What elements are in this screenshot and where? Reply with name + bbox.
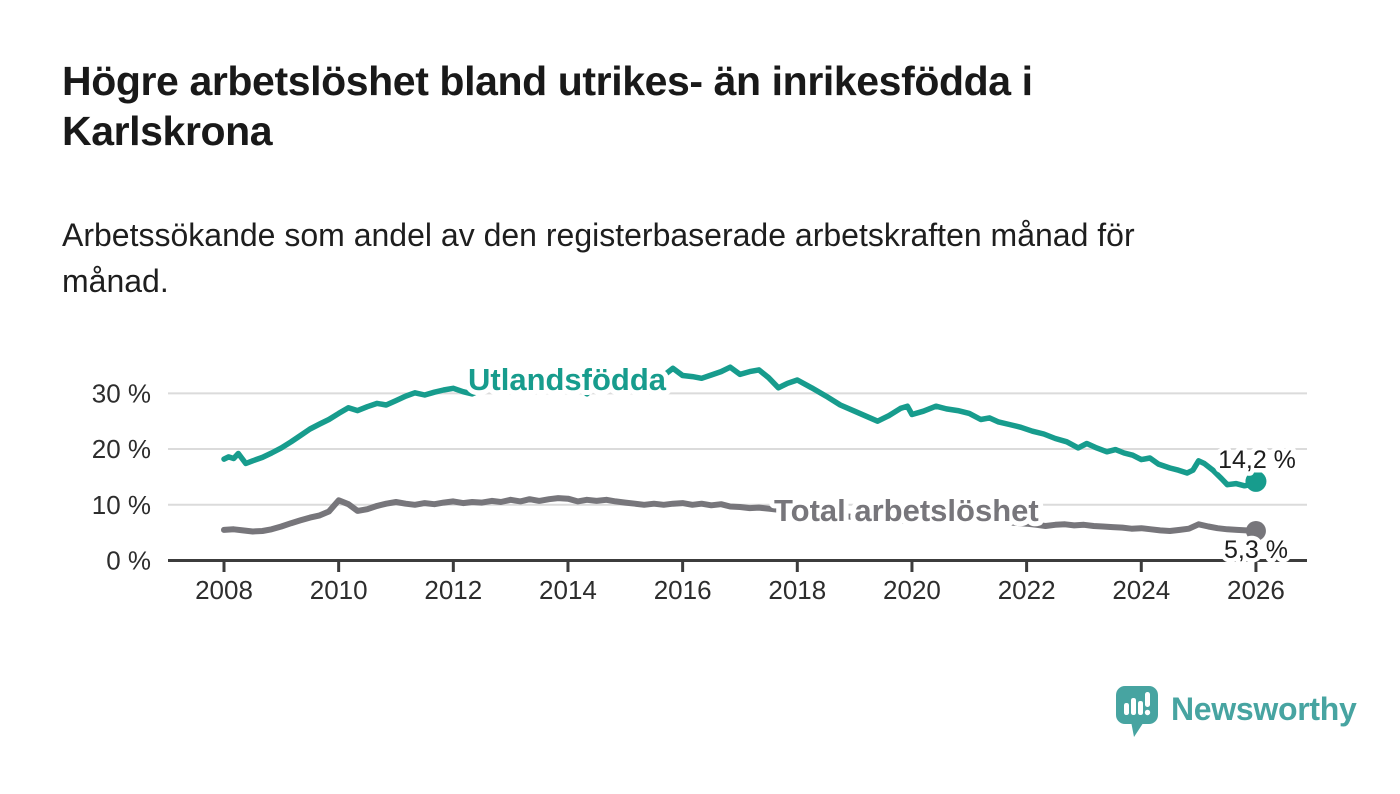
newsworthy-logo-icon [1116, 686, 1158, 737]
end-value-label-total-arbetsl-shet: 5,3 % [1224, 536, 1288, 564]
x-tick-label: 2026 [1227, 575, 1285, 605]
end-value-label-utlandsf-dda: 14,2 % [1218, 446, 1296, 474]
brand-name: Newsworthy [1171, 691, 1357, 727]
newsworthy-brand: Newsworthy [1116, 686, 1357, 738]
series-line-total-arbetsl-shet [221, 495, 1259, 535]
x-tick-label: 2016 [654, 575, 712, 605]
series-line-utlandsf-dda [221, 364, 1259, 489]
x-tick-label: 2022 [998, 575, 1056, 605]
speech-bubble-shape [1116, 686, 1158, 737]
bar-3 [1138, 701, 1143, 715]
series-label-utlandsf-dda: Utlandsfödda [468, 362, 667, 397]
series-label-utlandsf-dda: Utlandsfödda [468, 362, 667, 397]
exclamation-bar [1145, 692, 1150, 707]
end-value-label-total-arbetsl-shet: 5,3 % [1224, 536, 1288, 564]
y-tick-label: 20 % [92, 434, 151, 464]
y-tick-label: 0 % [106, 546, 151, 576]
x-tick-label: 2014 [539, 575, 597, 605]
x-tick-label: 2010 [310, 575, 368, 605]
end-dot-total-arbetsl-shet [1245, 520, 1266, 541]
x-tick-label: 2012 [424, 575, 482, 605]
series-label-total-arbetsl-shet: Total arbetslöshet [774, 493, 1039, 528]
end-dot-utlandsf-dda [1245, 470, 1267, 492]
x-tick-label: 2020 [883, 575, 941, 605]
x-tick-label: 2018 [768, 575, 826, 605]
x-tick-label: 2008 [195, 575, 253, 605]
bar-1 [1124, 703, 1129, 715]
chart-subtitle: Arbetssökande som andel av den registerb… [62, 217, 1135, 300]
x-tick-label: 2024 [1112, 575, 1170, 605]
exclamation-dot [1144, 709, 1151, 716]
y-tick-label: 30 % [92, 378, 151, 408]
y-tick-label: 10 % [92, 490, 151, 520]
end-value-label-utlandsf-dda: 14,2 % [1218, 446, 1296, 474]
chart-title: Högre arbetslöshet bland utrikes- än inr… [62, 58, 1033, 155]
bar-2 [1131, 698, 1136, 715]
series-label-total-arbetsl-shet: Total arbetslöshet [774, 493, 1039, 528]
